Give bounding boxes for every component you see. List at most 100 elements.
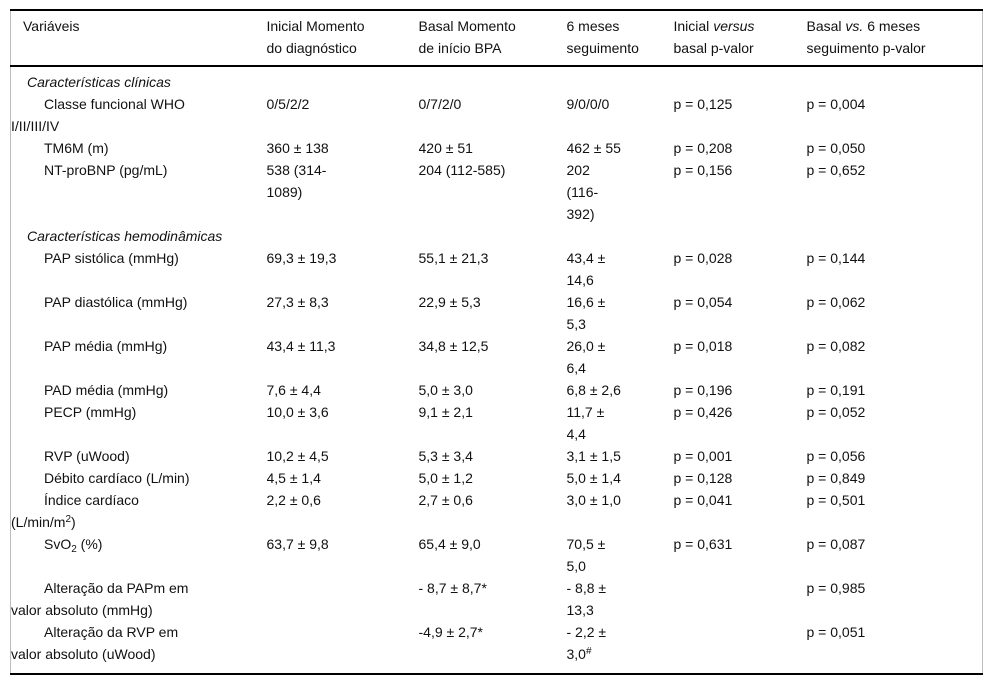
followup-value: 462 ± 55	[566, 140, 621, 156]
header-text: Basal	[806, 18, 846, 34]
p-inicial-vs-basal-cell: p = 0,196	[673, 382, 733, 398]
followup-value: 5,0 ± 1,4	[566, 470, 621, 486]
basal-value-cell: 9,1 ± 2,1	[418, 404, 473, 420]
basal-value-cell: 34,8 ± 12,5	[418, 338, 489, 354]
initial-value-cell: 538 (314- 1089)	[266, 162, 327, 200]
col-header-6-meses: 6 meses seguimento	[566, 10, 674, 67]
header-italic-vs: vs.	[845, 18, 864, 34]
basal-value-cell: 5,0 ± 1,2	[418, 470, 473, 486]
variable-label-cell: PAP sistólica (mmHg)	[11, 247, 267, 291]
variable-label: Alteração da RVP em valor absoluto (uWoo…	[11, 624, 179, 662]
p-basal-vs-6m-cell: p = 0,056	[806, 448, 866, 464]
table-row: NT-proBNP (pg/mL) 538 (314- 1089) 204 (1…	[11, 159, 983, 225]
variable-label-cell: PAP média (mmHg)	[11, 335, 267, 379]
basal-value-cell: 204 (112-585)	[418, 162, 506, 178]
variable-label: SvO	[44, 536, 72, 552]
p-inicial-vs-basal-cell: p = 0,054	[673, 294, 733, 310]
followup-value-cell: 26,0 ± 6,4	[567, 335, 674, 379]
followup-value-cell: 70,5 ± 5,0	[567, 533, 674, 577]
variable-label-cell: TM6M (m)	[11, 137, 267, 159]
followup-value: 6,8 ± 2,6	[566, 382, 621, 398]
col-header-p-inicial-vs-basal: Inicial versus basal p-valor	[673, 10, 807, 67]
p-inicial-vs-basal-cell: p = 0,028	[673, 250, 733, 266]
p-inicial-vs-basal-cell	[674, 621, 807, 674]
p-inicial-vs-basal-cell: p = 0,125	[673, 96, 733, 112]
header-text: 6 meses seguimento p-valor	[806, 18, 926, 56]
followup-value-cell: 6,8 ± 2,6	[567, 379, 674, 401]
table-row: Classe funcional WHO I/II/III/IV 0/5/2/2…	[11, 93, 983, 137]
variable-label-cell: Alteração da PAPm em valor absoluto (mmH…	[11, 577, 267, 621]
p-inicial-vs-basal-cell: p = 0,041	[673, 492, 733, 508]
followup-value: 70,5 ± 5,0	[566, 536, 606, 574]
variable-label: PECP (mmHg)	[44, 404, 137, 420]
value-superscript: #	[585, 646, 592, 657]
table-row: RVP (uWood) 10,2 ± 4,5 5,3 ± 3,4 3,1 ± 1…	[11, 445, 983, 467]
p-basal-vs-6m-cell: p = 0,144	[806, 250, 866, 266]
followup-value-cell: 462 ± 55	[567, 137, 674, 159]
p-basal-vs-6m-cell: p = 0,501	[806, 492, 866, 508]
section-row: Características hemodinâmicas	[11, 225, 983, 247]
variable-label: PAD média (mmHg)	[44, 382, 169, 398]
p-basal-vs-6m-cell: p = 0,051	[806, 624, 866, 640]
table-row: PAD média (mmHg) 7,6 ± 4,4 5,0 ± 3,0 6,8…	[11, 379, 983, 401]
followup-value-cell: 3,1 ± 1,5	[567, 445, 674, 467]
p-inicial-vs-basal-cell	[674, 577, 807, 621]
variable-label: RVP (uWood)	[44, 448, 130, 464]
p-basal-vs-6m-cell: p = 0,062	[806, 294, 866, 310]
section-row: Características clínicas	[11, 66, 983, 93]
label-subscript: 2	[71, 544, 77, 555]
variable-label: Índice cardíaco (L/min/m	[11, 492, 139, 530]
followup-value-cell: 3,0 ± 1,0	[567, 489, 674, 533]
variable-label-cell: PECP (mmHg)	[11, 401, 267, 445]
followup-value-cell: 9/0/0/0	[567, 93, 674, 137]
basal-value-cell: 5,3 ± 3,4	[418, 448, 473, 464]
variable-label-cell: NT-proBNP (pg/mL)	[11, 159, 267, 225]
results-table: Variáveis Inicial Momento do diagnóstico…	[10, 9, 983, 675]
table-body: Características clínicas Classe funciona…	[11, 66, 983, 674]
initial-value-cell: 2,2 ± 0,6	[266, 492, 321, 508]
variable-label: PAP sistólica (mmHg)	[44, 250, 179, 266]
col-header-p-basal-vs-6m: Basal vs. 6 meses seguimento p-valor	[806, 10, 983, 67]
variable-label-cell: PAP diastólica (mmHg)	[11, 291, 267, 335]
p-inicial-vs-basal-cell: p = 0,018	[673, 338, 733, 354]
variable-label: TM6M (m)	[44, 140, 109, 156]
initial-value-cell: 27,3 ± 8,3	[266, 294, 329, 310]
basal-value-cell: - 8,7 ± 8,7*	[418, 580, 487, 596]
initial-value-cell: 10,2 ± 4,5	[266, 448, 329, 464]
followup-value-cell: 11,7 ± 4,4	[567, 401, 674, 445]
variable-label-end: )	[71, 514, 76, 530]
table-row: Alteração da PAPm em valor absoluto (mmH…	[11, 577, 983, 621]
p-basal-vs-6m-cell: p = 0,087	[806, 536, 866, 552]
initial-value-cell: 43,4 ± 11,3	[266, 338, 336, 354]
table-row: PAP média (mmHg) 43,4 ± 11,3 34,8 ± 12,5…	[11, 335, 983, 379]
initial-value-cell: 4,5 ± 1,4	[266, 470, 321, 486]
p-basal-vs-6m-cell: p = 0,082	[806, 338, 866, 354]
basal-value-cell: 0/7/2/0	[418, 96, 462, 112]
section-label: Características clínicas	[27, 74, 171, 90]
variable-label: PAP média (mmHg)	[44, 338, 168, 354]
header-italic-versus: versus	[713, 18, 755, 34]
followup-value-cell: - 8,8 ± 13,3	[567, 577, 674, 621]
results-table-container: Variáveis Inicial Momento do diagnóstico…	[10, 9, 983, 675]
p-basal-vs-6m-cell: p = 0,191	[806, 382, 866, 398]
p-inicial-vs-basal-cell: p = 0,631	[673, 536, 733, 552]
p-basal-vs-6m-cell: p = 0,004	[806, 96, 866, 112]
table-row: TM6M (m) 360 ± 138 420 ± 51 462 ± 55 p =…	[11, 137, 983, 159]
followup-value: 9/0/0/0	[566, 96, 610, 112]
variable-label-end: (%)	[76, 536, 103, 552]
p-inicial-vs-basal-cell: p = 0,001	[673, 448, 733, 464]
basal-value-cell: 5,0 ± 3,0	[418, 382, 473, 398]
table-row: PAP diastólica (mmHg) 27,3 ± 8,3 22,9 ± …	[11, 291, 983, 335]
header-text: Inicial	[673, 18, 714, 34]
variable-label-cell: Débito cardíaco (L/min)	[11, 467, 267, 489]
header-text: basal p-valor	[673, 40, 754, 56]
table-row: Débito cardíaco (L/min) 4,5 ± 1,4 5,0 ± …	[11, 467, 983, 489]
basal-value-cell: 420 ± 51	[418, 140, 473, 156]
followup-value: 202 (116- 392)	[566, 162, 599, 222]
header-row: Variáveis Inicial Momento do diagnóstico…	[10, 10, 983, 67]
initial-value-cell: 7,6 ± 4,4	[266, 382, 321, 398]
initial-value-cell	[267, 577, 419, 621]
variable-label-cell: Índice cardíaco (L/min/m2)	[11, 489, 267, 533]
followup-value: 26,0 ± 6,4	[566, 338, 606, 376]
followup-value-cell: 202 (116- 392)	[567, 159, 674, 225]
